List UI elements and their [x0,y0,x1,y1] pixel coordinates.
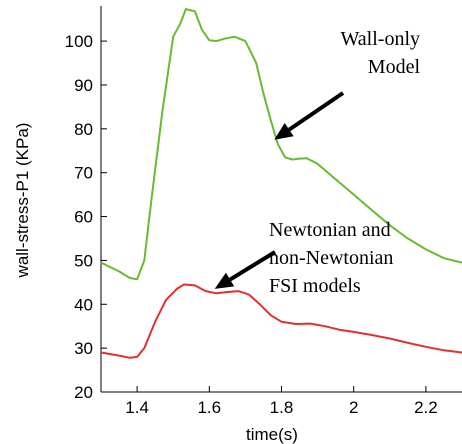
annotation-arrow-shaft [229,250,277,282]
x-axis-ticks: 1.4 1.6 1.8 2 2.2 [125,386,438,417]
x-axis-label: time(s) [246,425,298,444]
y-axis-ticks: 20 30 40 50 60 70 80 90 100 [65,32,107,402]
x-tick-label: 1.6 [197,398,221,417]
y-axis-label: wall-stress-P1 (KPa) [13,123,32,279]
annotation-wall-only-line2: Model [368,56,421,78]
annotation-arrow-head [274,123,294,140]
y-tick-label: 70 [74,164,93,183]
annotation-fsi-line3: FSI models [269,275,361,297]
annotation-fsi-line1: Newtonian and [269,219,391,241]
y-tick-label: 50 [74,251,93,270]
y-tick-label: 30 [74,339,93,358]
x-tick-label: 1.4 [125,398,149,417]
annotation-arrow-shaft [288,91,345,132]
y-tick-label: 100 [65,32,93,51]
annotation-arrow-head [214,272,235,289]
series-lines [100,8,462,359]
series-line-wall-only [100,8,462,281]
annotation-arrows [214,91,345,289]
annotation-fsi-line2: non-Newtonian [269,247,393,269]
x-tick-label: 1.8 [270,398,294,417]
y-tick-label: 40 [74,295,93,314]
series-line-fsi [100,283,462,359]
x-tick-label: 2.2 [414,398,438,417]
annotation-wall-only-line1: Wall-only [341,28,420,50]
x-tick-label: 2 [349,398,358,417]
y-tick-label: 80 [74,120,93,139]
y-tick-label: 90 [74,76,93,95]
y-tick-label: 20 [74,383,93,402]
y-tick-label: 60 [74,208,93,227]
